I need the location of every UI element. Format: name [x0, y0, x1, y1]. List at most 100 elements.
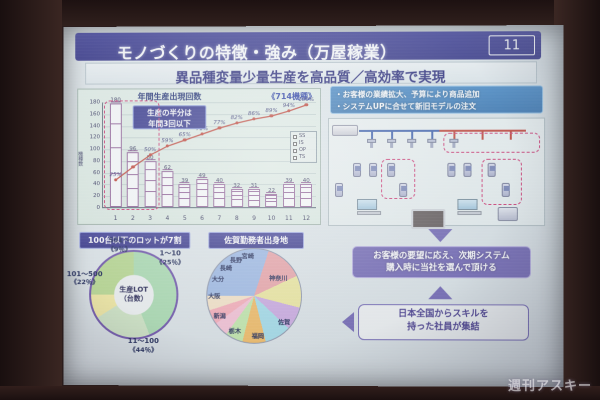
legend-label: SS — [299, 133, 306, 140]
bar-segment — [231, 190, 242, 192]
bar-value-label: 62 — [163, 165, 171, 172]
projected-slide: モノづくりの特徴・強み（万屋稼業） 11 異品種変量少量生産を高品質／高効率で実… — [63, 25, 564, 387]
highlight-region-top — [443, 132, 541, 153]
bar-value-label: 31 — [250, 183, 258, 190]
bar-segment — [197, 196, 208, 198]
y-axis-line — [101, 102, 103, 208]
workstation-icon — [457, 198, 482, 216]
bar — [300, 181, 313, 207]
arrow-down-icon — [428, 229, 453, 243]
x-tick-label: 9 — [252, 214, 257, 222]
pie-slice-label: 新潟 — [213, 313, 226, 321]
y-tick-label: 180 — [89, 99, 101, 106]
bar-segment — [231, 194, 242, 196]
donut-slice-label: 501～ 《9％》 — [107, 236, 131, 253]
server-icon — [332, 124, 359, 136]
handheld-device-icon — [447, 162, 456, 177]
bar-value-label: 40 — [302, 177, 310, 184]
pie-right-header: 佐賀勤務者出身地 — [208, 231, 305, 249]
bar — [282, 182, 295, 207]
callout-skill-line-2: 持った社員が集結 — [407, 322, 480, 333]
x-tick-label: 7 — [217, 214, 222, 222]
donut-slice-label: 101～500 《22％》 — [67, 270, 103, 287]
handheld-device-icon — [335, 182, 344, 197]
bar-segment — [179, 192, 190, 194]
page-number-badge: 11 — [488, 35, 536, 56]
line-data-point — [287, 109, 291, 113]
pie-slice-label: 福岡 — [251, 333, 264, 341]
bar-segment — [231, 199, 242, 201]
bar-segment — [301, 198, 312, 200]
slide-title-bar: モノづくりの特徴・強み（万屋稼業） 11 — [75, 31, 542, 63]
first-three-highlight — [103, 100, 160, 210]
handheld-device-icon — [463, 162, 472, 177]
bar-segment — [162, 176, 173, 178]
x-tick-label: 4 — [165, 214, 170, 222]
camera-icon — [427, 138, 437, 148]
line-data-point — [235, 121, 239, 125]
arrow-up-icon — [428, 286, 453, 300]
camera-icon — [407, 138, 417, 148]
bar-segment — [214, 198, 225, 200]
y-tick-label: 20 — [93, 193, 101, 200]
donut-center-label: 生産LOT （台数） — [114, 274, 154, 315]
cumulative-label: 82% — [230, 115, 243, 122]
bar-value-label: 40 — [215, 177, 223, 184]
bar — [248, 187, 261, 207]
y-tick-label: 140 — [89, 122, 101, 129]
pie-slice-label: 宮崎 — [241, 253, 255, 261]
chart-legend: SS IS OP TS — [290, 130, 317, 164]
bar-segment — [283, 198, 294, 200]
printer-icon — [497, 207, 518, 222]
bar-value-label: 39 — [181, 178, 189, 185]
watermark: 週刊アスキー — [507, 379, 592, 394]
legend-label: TS — [299, 154, 306, 161]
y-axis-title: 機種数 — [77, 151, 84, 167]
x-tick-label: 6 — [200, 214, 204, 222]
bar-value-label: 49 — [198, 172, 206, 179]
pie-left-header: 100台以下のロットが7割 — [79, 231, 191, 249]
cumulative-label: 77% — [213, 120, 226, 127]
bar-segment — [283, 187, 294, 189]
cumulative-label: 65% — [178, 132, 191, 139]
handheld-device-icon — [353, 162, 362, 177]
pie-slice-label: 栃木 — [228, 328, 242, 336]
y-tick-label: 80 — [93, 158, 101, 165]
line-data-point — [304, 103, 308, 107]
bar-segment — [179, 187, 190, 189]
customer-note-line-2: ・システムUPに合せて新旧モデルの注文 — [335, 101, 477, 111]
cumulative-label: 86% — [248, 111, 261, 118]
bar — [265, 192, 278, 207]
y-tick-label: 40 — [93, 181, 101, 188]
legend-swatch — [293, 141, 298, 146]
bar-segment — [266, 198, 277, 200]
bar-segment — [162, 184, 173, 186]
pie-slice-label: 大分 — [211, 276, 225, 284]
system-network-diagram — [328, 117, 546, 230]
bar-value-label: 32 — [233, 182, 241, 189]
room-left-wall — [0, 0, 62, 400]
bar-segment — [179, 198, 190, 200]
donut-center-line-2: （台数） — [119, 294, 148, 303]
bar-segment — [266, 195, 277, 197]
legend-item: OP — [293, 147, 314, 154]
room-floor — [0, 386, 600, 400]
bar-value-label: 22 — [268, 188, 275, 195]
line-data-point — [269, 114, 274, 118]
legend-label: OP — [299, 147, 306, 154]
cumulative-label: 89% — [265, 108, 278, 115]
bar — [230, 186, 243, 207]
legend-item: IS — [293, 140, 314, 147]
page-title: モノづくりの特徴・強み（万屋稼業） — [116, 42, 397, 63]
bar-segment — [249, 195, 260, 197]
line-data-point — [252, 117, 256, 121]
bar — [161, 169, 174, 207]
room-ceiling — [0, 0, 600, 26]
workstation-icon — [357, 198, 382, 216]
x-tick-label: 1 — [113, 214, 118, 222]
bar-segment — [283, 192, 294, 194]
slide-subtitle-bar: 異品種変量少量生産を高品質／高効率で実現 — [85, 61, 538, 87]
production-frequency-chart: 年間生産出現回数 《714機種》 0 20 40 60 80 100 120 140 160 18… — [77, 87, 322, 226]
y-tick-label: 100 — [89, 146, 101, 153]
slide-subtitle: 異品種変量少量生産を高品質／高効率で実現 — [175, 69, 446, 87]
